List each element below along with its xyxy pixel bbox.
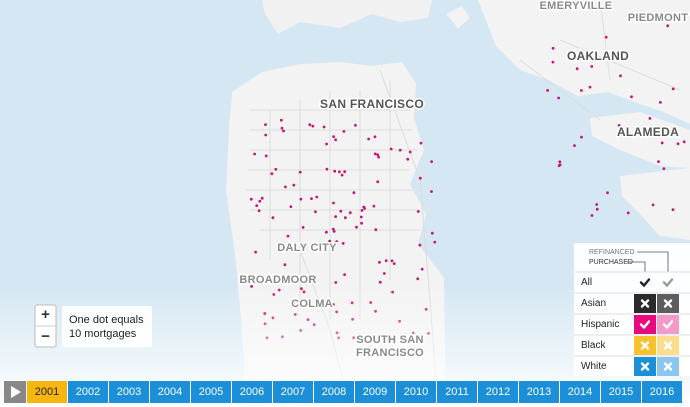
row-label: Black [581, 340, 606, 351]
year-label: 2008 [322, 386, 346, 398]
note-line: One dot equals [69, 314, 144, 326]
year-button[interactable] [232, 381, 272, 403]
legend-toggle[interactable] [634, 336, 656, 355]
map-label: SAN FRANCISCO [320, 97, 424, 111]
timeline: 2001 2002 2003 2004 2005 2006 2007 2008 2009 2010… [4, 381, 682, 403]
legend-toggle[interactable] [657, 357, 679, 376]
note-box: One dot equals 10 mortgages [62, 306, 152, 347]
row-label: Hispanic [581, 319, 619, 330]
year-button[interactable] [355, 381, 395, 403]
check-icon [639, 278, 651, 288]
year-button[interactable] [437, 381, 477, 403]
year-button[interactable] [560, 381, 600, 403]
year-label: 2003 [117, 386, 141, 398]
cross-icon [663, 299, 673, 308]
legend-bracket [627, 251, 669, 272]
year-label: 2015 [609, 386, 633, 398]
cross-icon [640, 341, 650, 350]
row-label: White [581, 361, 607, 372]
year-label: 2004 [158, 386, 182, 398]
legend: REFINANCED PURCHASED All Asian Hispanic Bla… [574, 243, 690, 376]
year-label: 2007 [281, 386, 305, 398]
legend-toggle[interactable] [657, 336, 679, 355]
check-icon [662, 320, 674, 330]
check-icon [639, 320, 651, 330]
legend-header: PURCHASED [589, 259, 633, 266]
map-label: OAKLAND [567, 49, 629, 63]
legend-toggle[interactable] [657, 315, 679, 334]
year-button[interactable] [109, 381, 149, 403]
map-label: DALY CITY [277, 242, 337, 254]
year-label: 2006 [240, 386, 264, 398]
note-bg [62, 306, 152, 347]
year-button[interactable] [519, 381, 559, 403]
map-label: ALAMEDA [617, 125, 679, 139]
year-label: 2011 [445, 386, 469, 398]
year-button[interactable] [68, 381, 108, 403]
year-button[interactable] [478, 381, 518, 403]
cross-icon [640, 299, 650, 308]
year-button[interactable] [642, 381, 682, 403]
map-label: PIEDMONT [628, 12, 688, 24]
year-label: 2010 [404, 386, 428, 398]
row-label: All [581, 277, 592, 288]
year-button[interactable] [601, 381, 641, 403]
year-button[interactable] [273, 381, 313, 403]
map-label: BROADMOOR [239, 274, 316, 286]
zoom-in[interactable]: + [41, 306, 50, 323]
legend-toggle[interactable] [662, 278, 674, 288]
year-label: 2009 [363, 386, 387, 398]
zoom-out[interactable]: − [41, 328, 50, 345]
year-label: 2014 [568, 386, 592, 398]
map-label: FRANCISCO [356, 347, 424, 359]
legend-toggle[interactable] [634, 357, 656, 376]
year-button[interactable] [396, 381, 436, 403]
year-label: 2013 [527, 386, 551, 398]
legend-toggle[interactable] [639, 278, 651, 288]
cross-icon [663, 341, 673, 350]
year-button[interactable] [150, 381, 190, 403]
year-label: 2001 [35, 386, 59, 398]
cross-icon [640, 362, 650, 371]
legend-toggle[interactable] [657, 294, 679, 313]
legend-toggle[interactable] [634, 315, 656, 334]
legend-toggle[interactable] [634, 294, 656, 313]
map-label: EMERYVILLE [540, 0, 613, 12]
year-button[interactable] [314, 381, 354, 403]
check-icon [662, 278, 674, 288]
legend-header: REFINANCED [589, 249, 635, 256]
year-label: 2012 [486, 386, 510, 398]
year-label: 2016 [650, 386, 674, 398]
year-label: 2005 [199, 386, 223, 398]
map-label: COLMA [291, 298, 333, 310]
play-icon [11, 386, 21, 398]
cross-icon [663, 362, 673, 371]
note-line: 10 mortgages [69, 328, 137, 340]
zoom-control: + − [34, 304, 57, 348]
map-label: SOUTH SAN [356, 334, 423, 346]
year-button[interactable] [191, 381, 231, 403]
row-label: Asian [581, 298, 606, 309]
year-label: 2002 [76, 386, 100, 398]
year-button[interactable] [27, 381, 67, 403]
